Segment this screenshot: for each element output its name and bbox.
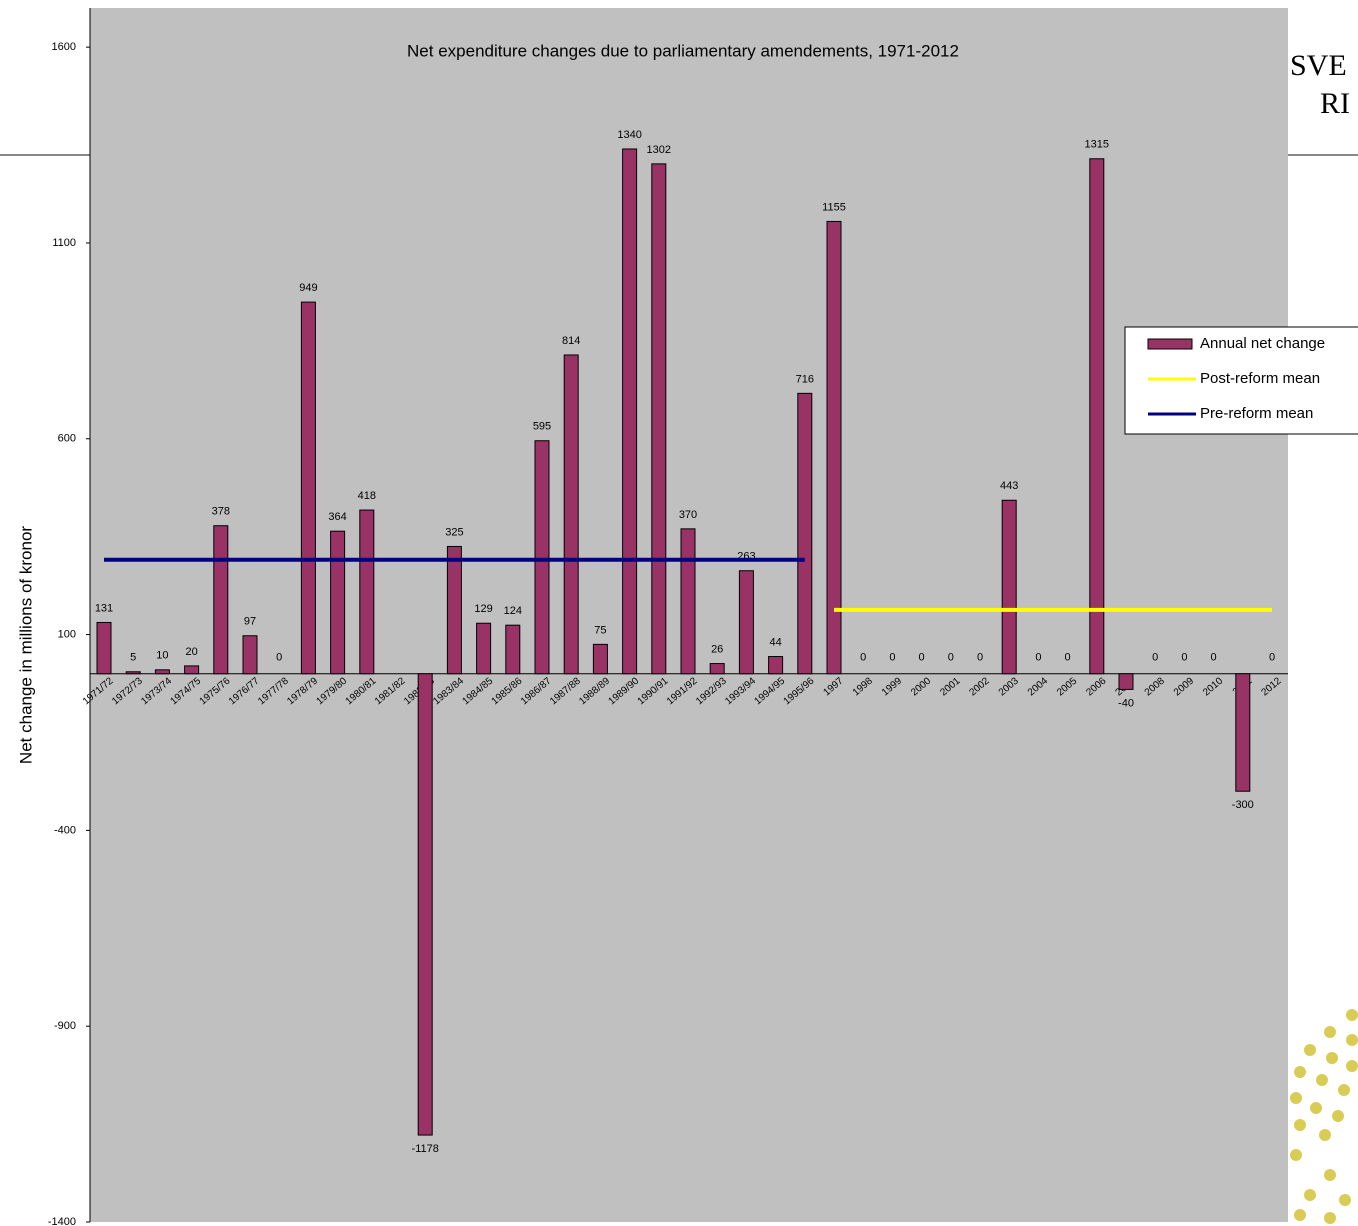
bar xyxy=(417,673,433,1136)
chart-title: Net expenditure changes due to parliamen… xyxy=(407,41,959,60)
bar xyxy=(709,663,725,675)
data-label: -1178 xyxy=(412,1143,439,1155)
bar xyxy=(826,220,842,675)
bar xyxy=(797,392,813,675)
bar xyxy=(242,635,258,675)
y-tick-label: -900 xyxy=(54,1020,76,1032)
y-tick-label: 100 xyxy=(58,628,76,640)
bar xyxy=(330,530,346,675)
legend-label: Annual net change xyxy=(1200,335,1325,352)
logo-dots xyxy=(1290,1009,1358,1224)
bar xyxy=(359,509,375,675)
bar xyxy=(534,440,550,675)
data-label: 1340 xyxy=(617,129,641,141)
data-label: 814 xyxy=(562,335,580,347)
bar xyxy=(1001,499,1017,675)
bar xyxy=(768,656,784,675)
legend-swatch xyxy=(1147,338,1193,350)
data-label: 20 xyxy=(185,646,197,658)
logo-text: SVE xyxy=(1290,49,1347,82)
data-label: 5 xyxy=(130,652,136,664)
data-label: 0 xyxy=(1065,652,1071,664)
data-label: 75 xyxy=(594,624,606,636)
bar xyxy=(154,669,170,675)
y-tick-label: -400 xyxy=(54,824,76,836)
data-label: 595 xyxy=(533,421,551,433)
data-label: 364 xyxy=(328,511,346,523)
data-label: 97 xyxy=(244,616,256,628)
data-label: 949 xyxy=(299,282,317,294)
data-label: 0 xyxy=(860,652,866,664)
y-tick-label: -1400 xyxy=(48,1216,76,1226)
data-label: 1315 xyxy=(1085,139,1109,151)
legend-label: Post-reform mean xyxy=(1200,370,1320,387)
data-label: 0 xyxy=(1211,652,1217,664)
bar xyxy=(446,545,462,675)
bar xyxy=(300,301,316,675)
y-tick-label: 1100 xyxy=(52,237,76,249)
bar xyxy=(680,528,696,675)
data-label: 0 xyxy=(977,652,983,664)
bar xyxy=(213,525,229,675)
logo-text: RI xyxy=(1320,87,1350,120)
data-label: 44 xyxy=(769,636,781,648)
data-label: 325 xyxy=(445,526,463,538)
bar xyxy=(1235,673,1251,792)
bar xyxy=(476,622,492,675)
y-tick-label: 600 xyxy=(58,433,76,445)
data-label: 0 xyxy=(1152,652,1158,664)
data-label: 0 xyxy=(1181,652,1187,664)
data-label: 0 xyxy=(1035,652,1041,664)
y-tick-label: 1600 xyxy=(52,41,76,53)
data-label: 378 xyxy=(212,506,230,518)
data-label: 129 xyxy=(474,603,492,615)
data-label: -40 xyxy=(1118,697,1134,709)
bar xyxy=(563,354,579,675)
data-label: 124 xyxy=(504,605,522,617)
data-label: -300 xyxy=(1232,799,1254,811)
data-label: 443 xyxy=(1000,480,1018,492)
data-label: 0 xyxy=(276,652,282,664)
bar xyxy=(505,624,521,675)
data-label: 0 xyxy=(1269,652,1275,664)
data-label: 26 xyxy=(711,643,723,655)
bar xyxy=(184,665,200,675)
data-label: 0 xyxy=(919,652,925,664)
data-label: 0 xyxy=(889,652,895,664)
bar xyxy=(651,163,667,675)
data-label: 418 xyxy=(358,490,376,502)
bar xyxy=(125,671,141,675)
bar xyxy=(1118,673,1134,690)
legend-label: Pre-reform mean xyxy=(1200,405,1313,422)
data-label: 1302 xyxy=(647,144,671,156)
legend: Annual net change Post-reform mean Pre-ref… xyxy=(1124,326,1358,435)
data-label: 716 xyxy=(796,373,814,385)
bar xyxy=(1089,158,1105,675)
data-label: 10 xyxy=(156,650,168,662)
bar xyxy=(622,148,638,675)
y-axis-title: Net change in millions of kronor xyxy=(16,526,35,764)
data-label: 0 xyxy=(948,652,954,664)
data-label: 131 xyxy=(95,602,113,614)
data-label: 1155 xyxy=(822,201,846,213)
bar xyxy=(96,621,112,675)
bar xyxy=(592,643,608,675)
bar xyxy=(738,570,754,675)
data-label: 370 xyxy=(679,509,697,521)
